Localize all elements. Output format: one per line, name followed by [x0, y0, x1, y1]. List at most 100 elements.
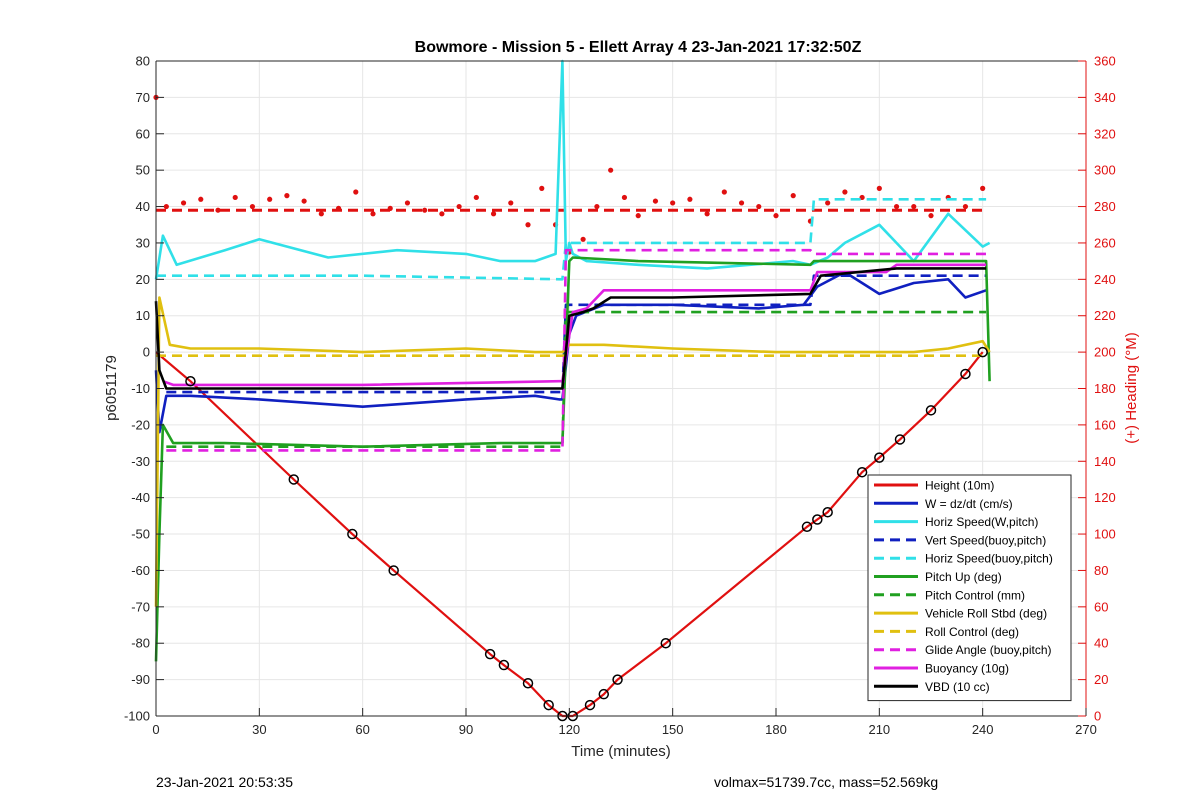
y-tick-label: -90: [131, 672, 150, 687]
x-tick-label: 120: [558, 722, 580, 737]
heading-point: [539, 185, 545, 191]
height-marker: [856, 466, 868, 478]
height-marker: [977, 346, 988, 358]
heading-point: [456, 203, 462, 210]
height-marker: [801, 521, 813, 533]
x-tick-label: 30: [252, 722, 266, 737]
heading-point: [876, 185, 882, 191]
y2-tick-label: 140: [1094, 454, 1116, 469]
series-line: [154, 296, 991, 607]
legend-label: Pitch Up (deg): [925, 570, 1002, 584]
legend-label: VBD (10 cc): [925, 680, 990, 694]
y-tick-label: 0: [143, 345, 150, 360]
series-line: [154, 59, 991, 280]
heading-point: [525, 222, 531, 228]
y-tick-label: 80: [136, 54, 150, 69]
x-tick-label: 60: [355, 722, 369, 737]
y2-axis-label: (+) Heading (°M): [1123, 332, 1140, 443]
y2-tick-label: 40: [1094, 636, 1108, 651]
heading-point: [387, 205, 393, 211]
height-marker: [584, 699, 596, 711]
heading-point: [249, 203, 256, 210]
y2-tick-label: 120: [1094, 490, 1116, 505]
heading-point: [422, 207, 428, 213]
legend-label: Buoyancy (10g): [925, 662, 1009, 676]
y-tick-label: -10: [131, 381, 150, 396]
legend-label: Height (10m): [925, 479, 994, 493]
height-marker: [347, 528, 358, 540]
heading-point: [911, 203, 917, 210]
x-axis-label: Time (minutes): [571, 743, 670, 760]
y-tick-label: -60: [131, 563, 150, 578]
heading-point: [198, 196, 204, 202]
heading-point: [980, 185, 986, 191]
heading-point: [284, 193, 290, 199]
heading-point: [842, 189, 848, 195]
heading-point: [635, 213, 641, 219]
legend-label: Vert Speed(buoy,pitch): [925, 533, 1046, 547]
y-tick-label: -50: [131, 527, 150, 542]
heading-point: [490, 211, 497, 217]
y2-tick-label: 300: [1094, 163, 1116, 178]
series-line: [166, 274, 987, 394]
footer-info: volmax=51739.7cc, mass=52.569kg: [714, 774, 939, 790]
y2-tick-label: 60: [1094, 599, 1108, 614]
heading-point: [893, 203, 900, 210]
legend: Height (10m) W = dz/dt (cm/s) Horiz Speed(…: [867, 474, 1072, 702]
heading-point: [580, 236, 586, 242]
legend-label: Glide Angle (buoy,pitch): [925, 643, 1052, 657]
x-tick-label: 150: [662, 722, 684, 737]
heading-point: [608, 167, 614, 173]
heading-point: [652, 198, 659, 204]
y-tick-label: 10: [136, 308, 150, 323]
y2-tick-label: 320: [1094, 126, 1116, 141]
height-marker: [484, 648, 496, 660]
legend-label: Vehicle Roll Stbd (deg): [925, 607, 1047, 621]
height-marker: [894, 434, 906, 445]
x-tick-label: 210: [868, 722, 890, 737]
legend-label: Roll Control (deg): [925, 625, 1019, 639]
axes: 0 30 60 90 120 150 180 210 240 270-100-90-80-70-6…: [124, 54, 1116, 738]
height-marker: [925, 405, 937, 416]
y2-tick-label: 0: [1094, 709, 1101, 724]
heading-point: [859, 194, 865, 201]
heading-point: [756, 203, 762, 210]
heading-point: [473, 194, 479, 201]
y-tick-label: -40: [131, 490, 150, 505]
height-marker: [822, 506, 833, 518]
y-tick-label: -70: [131, 599, 150, 614]
legend-label: Horiz Speed(W,pitch): [925, 515, 1038, 529]
heading-point: [721, 189, 727, 195]
y2-tick-label: 340: [1094, 90, 1116, 105]
height-marker: [288, 474, 300, 485]
heading-point: [704, 211, 710, 217]
heading-point: [621, 194, 628, 201]
height-marker: [960, 368, 971, 380]
heading-point: [670, 200, 676, 206]
y-tick-label: -80: [131, 636, 150, 651]
y2-tick-label: 240: [1094, 272, 1116, 287]
series-line: [166, 310, 987, 449]
height-marker: [185, 375, 196, 387]
heading-point: [267, 196, 273, 202]
series-line: [162, 263, 987, 387]
y-tick-label: -30: [131, 454, 150, 469]
heading-point: [232, 194, 238, 201]
heading-point: [687, 196, 693, 202]
heading-point: [928, 213, 934, 219]
y-tick-label: 40: [136, 199, 150, 214]
y2-tick-label: 280: [1094, 199, 1116, 214]
y2-tick-label: 160: [1094, 417, 1116, 432]
legend-box: [867, 474, 1072, 702]
y2-tick-label: 260: [1094, 235, 1116, 250]
height-marker: [522, 678, 534, 689]
x-tick-label: 240: [972, 722, 994, 737]
x-tick-label: 90: [459, 722, 473, 737]
heading-point: [353, 189, 359, 195]
heading-point: [962, 203, 969, 210]
y-tick-label: 30: [136, 235, 150, 250]
y2-tick-label: 80: [1094, 563, 1108, 578]
y-tick-label: 70: [136, 90, 150, 105]
height-marker: [498, 659, 510, 671]
